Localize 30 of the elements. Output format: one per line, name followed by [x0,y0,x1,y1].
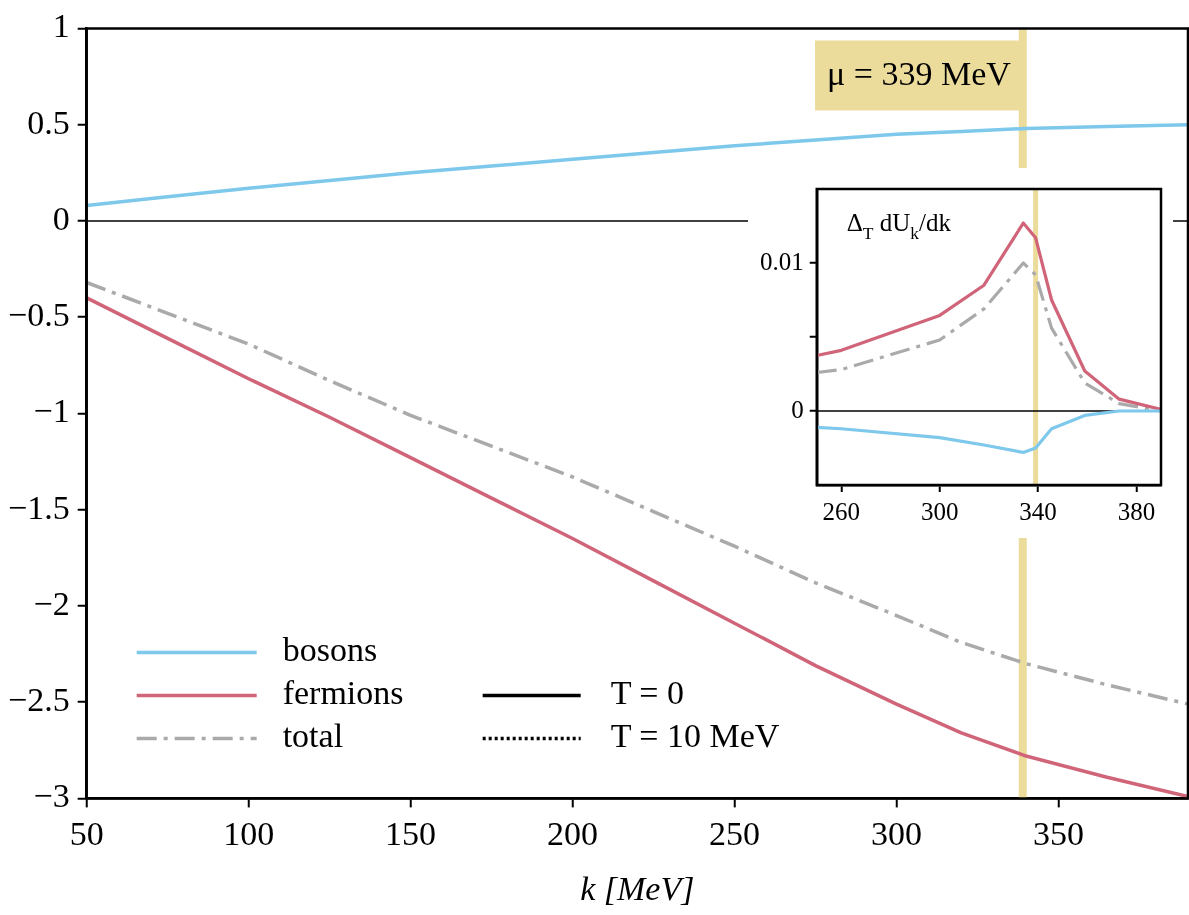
y-tick-label: −1.5 [7,488,70,526]
legend-label: bosons [282,631,378,669]
y-tick-label: 0 [791,395,804,423]
x-tick-label: 300 [920,497,959,525]
y-tick-label: 0.01 [760,247,804,275]
x-tick-label: 380 [1117,497,1156,525]
ref-line-label: μ = 339 MeV [827,55,1012,93]
x-axis-title: k [MeV] [580,869,695,907]
legend-label: T = 0 [610,674,685,712]
y-tick-label: −1 [33,392,70,430]
y-tick-label: −3 [33,777,70,815]
line-series [86,280,1188,706]
y-tick-label: 0 [52,199,70,237]
y-tick-label: −2.5 [7,681,70,719]
legend-label: fermions [282,674,404,712]
legend-label: total [282,717,344,755]
y-tick-label: −2 [33,584,70,622]
y-tick-label: 1 [52,7,70,45]
x-tick-label: 250 [709,814,761,852]
y-tick-label: −0.5 [7,296,70,334]
legend-label: T = 10 MeV [610,717,780,755]
x-tick-label: 100 [223,814,275,852]
x-tick-label: 300 [870,814,922,852]
x-tick-label: 340 [1019,497,1057,525]
x-tick-label: 260 [822,497,861,525]
x-tick-label: 200 [547,814,599,852]
x-tick-label: 50 [69,814,104,852]
y-tick-label: 0.5 [27,103,70,141]
x-tick-label: 350 [1032,814,1084,852]
x-tick-label: 150 [385,814,437,852]
